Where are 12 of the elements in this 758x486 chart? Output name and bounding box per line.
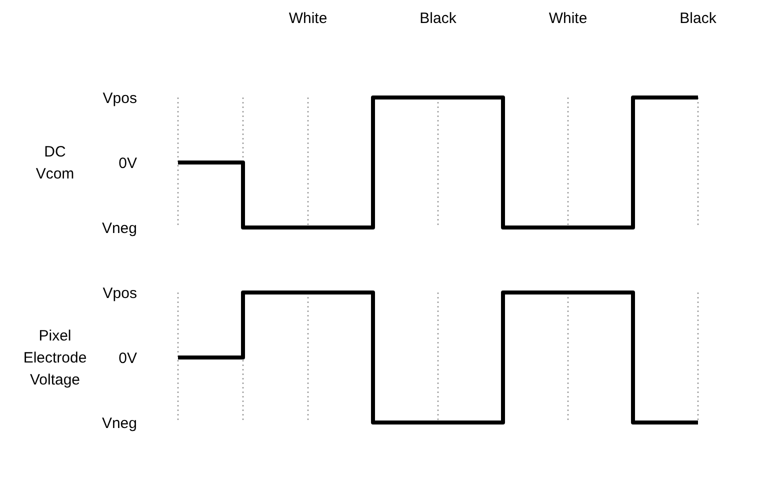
x-tick-label: Black	[680, 10, 717, 27]
x-tick-label: Black	[420, 10, 457, 27]
y-axis-title: DC Vcom	[36, 144, 74, 182]
annotation: Vpos	[102, 284, 137, 302]
y-axis-title: Pixel Electrode Voltage	[23, 328, 87, 388]
annotation: Vneg	[102, 414, 137, 432]
annotation: 0V	[118, 350, 137, 367]
x-tick-label: White	[548, 10, 588, 27]
annotation: Vpos	[102, 90, 137, 107]
annotation: 0V	[118, 154, 137, 172]
x-tick-label: White	[288, 10, 328, 27]
annotation: Vneg	[102, 220, 137, 237]
